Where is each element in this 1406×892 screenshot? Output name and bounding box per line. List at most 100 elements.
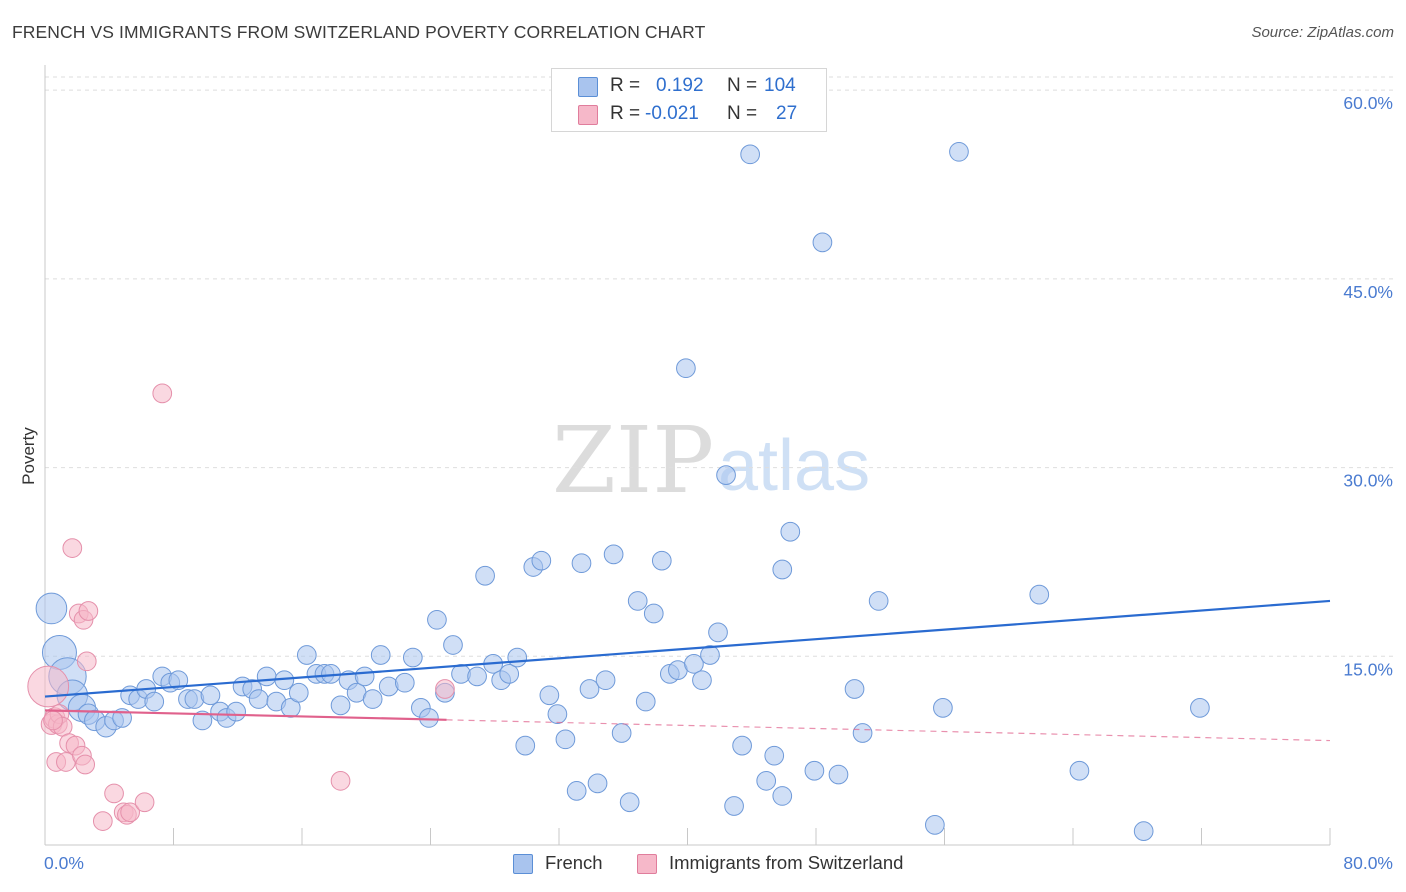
french-point — [296, 645, 317, 665]
swiss-point — [27, 665, 70, 708]
french-point — [539, 685, 560, 706]
legend-n-value: 104 — [764, 75, 796, 96]
french-point — [378, 676, 399, 697]
legend-swatch-swiss — [637, 854, 657, 874]
french-point — [248, 689, 269, 709]
french-point — [427, 609, 447, 630]
swiss-point — [43, 710, 63, 731]
french-point — [844, 679, 865, 699]
legend-swatch-french — [513, 854, 533, 874]
x-tick-label: 80.0% — [1343, 853, 1393, 873]
legend-r-label: R = — [610, 75, 641, 96]
french-point — [168, 670, 189, 691]
swiss-point — [134, 792, 155, 813]
french-point — [467, 666, 487, 687]
legend-swatch-french — [578, 77, 598, 97]
french-point — [515, 735, 536, 756]
french-point — [619, 792, 640, 813]
correlation-legend: R = 0.192 N = 104 R = -0.021 N = 27 — [551, 68, 827, 132]
french-point — [443, 635, 463, 655]
trend-lines — [44, 599, 1331, 742]
french-point — [643, 603, 664, 624]
french-point — [828, 764, 849, 785]
french-point — [587, 773, 608, 794]
swiss-point — [120, 802, 140, 823]
french-point — [852, 723, 873, 743]
french-point — [35, 592, 68, 625]
french-point — [611, 723, 632, 743]
swiss-trend-line — [44, 709, 447, 721]
french-point — [1069, 760, 1090, 781]
french-point — [780, 521, 801, 542]
french-point — [370, 645, 391, 665]
legend-r-value: -0.021 — [645, 103, 699, 124]
french-point — [700, 645, 720, 665]
source-credit: Source: ZipAtlas.com — [1251, 24, 1394, 41]
y-tick-label: 15.0% — [1343, 659, 1393, 679]
french-point — [1029, 584, 1050, 605]
french-point — [925, 815, 945, 835]
french-point — [676, 358, 696, 379]
legend-swatch-swiss — [578, 105, 598, 125]
french-point — [933, 698, 953, 718]
y-tick-label: 45.0% — [1343, 282, 1393, 302]
legend-label-french: French — [545, 852, 603, 873]
legend-r-label: R = — [610, 103, 641, 124]
y-tick-label: 60.0% — [1343, 93, 1393, 113]
french-point — [555, 729, 576, 750]
chart-title: FRENCH VS IMMIGRANTS FROM SWITZERLAND PO… — [12, 22, 706, 42]
y-axis-title: Poverty — [19, 427, 38, 485]
french-point — [772, 786, 793, 806]
french-point — [579, 679, 600, 699]
french-point — [499, 664, 520, 684]
french-point — [772, 559, 793, 580]
french-point — [732, 735, 752, 756]
french-point — [949, 141, 969, 162]
legend-n-label: N = — [727, 75, 758, 96]
french-point — [566, 781, 587, 801]
watermark: ZIP atlas — [552, 407, 870, 514]
legend-label-swiss: Immigrants from Switzerland — [669, 852, 904, 873]
french-point — [330, 695, 351, 716]
swiss-point — [152, 383, 173, 404]
french-point — [804, 760, 825, 781]
legend-r-value: 0.192 — [656, 75, 704, 96]
french-point — [764, 745, 785, 766]
french-point — [531, 550, 552, 571]
french-point — [288, 682, 309, 703]
french-point — [716, 465, 736, 485]
french-point — [354, 666, 375, 687]
french-point — [394, 672, 415, 693]
watermark-zip: ZIP — [552, 407, 714, 514]
swiss-point — [330, 770, 351, 791]
french-point — [192, 710, 213, 731]
french-point — [684, 653, 704, 674]
french-point — [1190, 698, 1210, 718]
axes — [44, 65, 1331, 846]
x-tick-labels: 0.0% 80.0% — [44, 853, 1393, 873]
swiss-point — [104, 783, 124, 804]
swiss-point — [62, 538, 83, 558]
french-point — [812, 232, 833, 253]
french-point — [603, 544, 624, 565]
french-points — [35, 141, 1210, 842]
legend-n-label: N = — [727, 103, 758, 124]
swiss-point — [92, 811, 113, 831]
legend-n-value: 27 — [776, 103, 798, 124]
french-point — [226, 701, 246, 722]
french-point — [595, 670, 616, 691]
gridlines — [45, 76, 1395, 657]
x-tick-label: 0.0% — [44, 853, 84, 873]
french-point — [1133, 821, 1154, 842]
french-point — [256, 666, 277, 687]
french-point — [419, 708, 439, 728]
watermark-atlas: atlas — [718, 426, 870, 506]
french-point — [724, 796, 744, 816]
french-point — [184, 689, 205, 709]
french-point — [507, 647, 528, 668]
swiss-point — [435, 679, 455, 699]
swiss-trend-extension — [446, 719, 1331, 742]
french-trend-line — [44, 599, 1331, 698]
french-point — [868, 591, 889, 611]
